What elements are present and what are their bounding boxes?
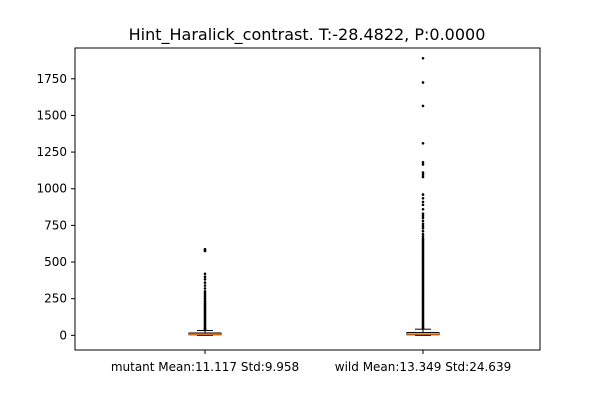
- outlier-point: [421, 196, 425, 200]
- outlier-point: [421, 173, 425, 177]
- y-tick-label: 1750: [36, 72, 67, 86]
- outlier-point: [421, 141, 425, 145]
- outlier-point: [421, 214, 425, 218]
- outlier-point: [203, 278, 207, 281]
- y-tick-label: 1500: [36, 108, 67, 122]
- outlier-point: [421, 212, 425, 215]
- outlier-point: [421, 327, 425, 330]
- plot-frame: [74, 47, 541, 351]
- outlier-point: [421, 175, 425, 179]
- y-tick-label: 250: [44, 292, 67, 306]
- outlier-point: [421, 207, 425, 211]
- x-axis: mutant Mean:11.117 Std:9.958 wild Mean:13…: [111, 350, 511, 374]
- outlier-point: [203, 287, 207, 290]
- y-tick-label: 1250: [36, 145, 67, 159]
- y-tick-label: 750: [44, 218, 67, 232]
- outlier-point: [203, 247, 207, 251]
- outlier-point: [421, 227, 425, 230]
- y-tick-label: 500: [44, 255, 67, 269]
- outlier-point: [203, 328, 207, 332]
- boxes: [188, 56, 440, 336]
- outlier-point: [421, 216, 425, 220]
- x-tick-label: mutant Mean:11.117 Std:9.958: [111, 360, 299, 374]
- y-axis: 0 250 500 750 1000 1250 1500 1750: [36, 72, 75, 342]
- chart-title: Hint_Haralick_contrast. T:-28.4822, P:0.…: [129, 25, 486, 45]
- y-tick-label: 0: [59, 328, 67, 342]
- outlier-point: [421, 235, 425, 238]
- outlier-point: [203, 272, 207, 276]
- outlier-point: [421, 104, 425, 108]
- outlier-point: [203, 284, 207, 287]
- outlier-point: [421, 200, 425, 204]
- outlier-point: [421, 229, 425, 233]
- outlier-point: [421, 203, 425, 207]
- outlier-point: [203, 281, 207, 284]
- outlier-point: [421, 222, 425, 226]
- outlier-point: [421, 232, 425, 236]
- outlier-point: [421, 171, 425, 174]
- outlier-point: [421, 81, 425, 84]
- outlier-point: [421, 219, 425, 223]
- y-tick-label: 1000: [36, 182, 67, 196]
- outlier-point: [421, 56, 425, 60]
- outlier-point: [203, 275, 207, 278]
- outlier-point: [203, 249, 207, 253]
- outlier-point: [421, 193, 425, 196]
- outlier-point: [421, 163, 425, 166]
- outlier-point: [421, 224, 425, 228]
- outlier-point: [421, 161, 425, 164]
- x-tick-label: wild Mean:13.349 Std:24.639: [335, 360, 511, 374]
